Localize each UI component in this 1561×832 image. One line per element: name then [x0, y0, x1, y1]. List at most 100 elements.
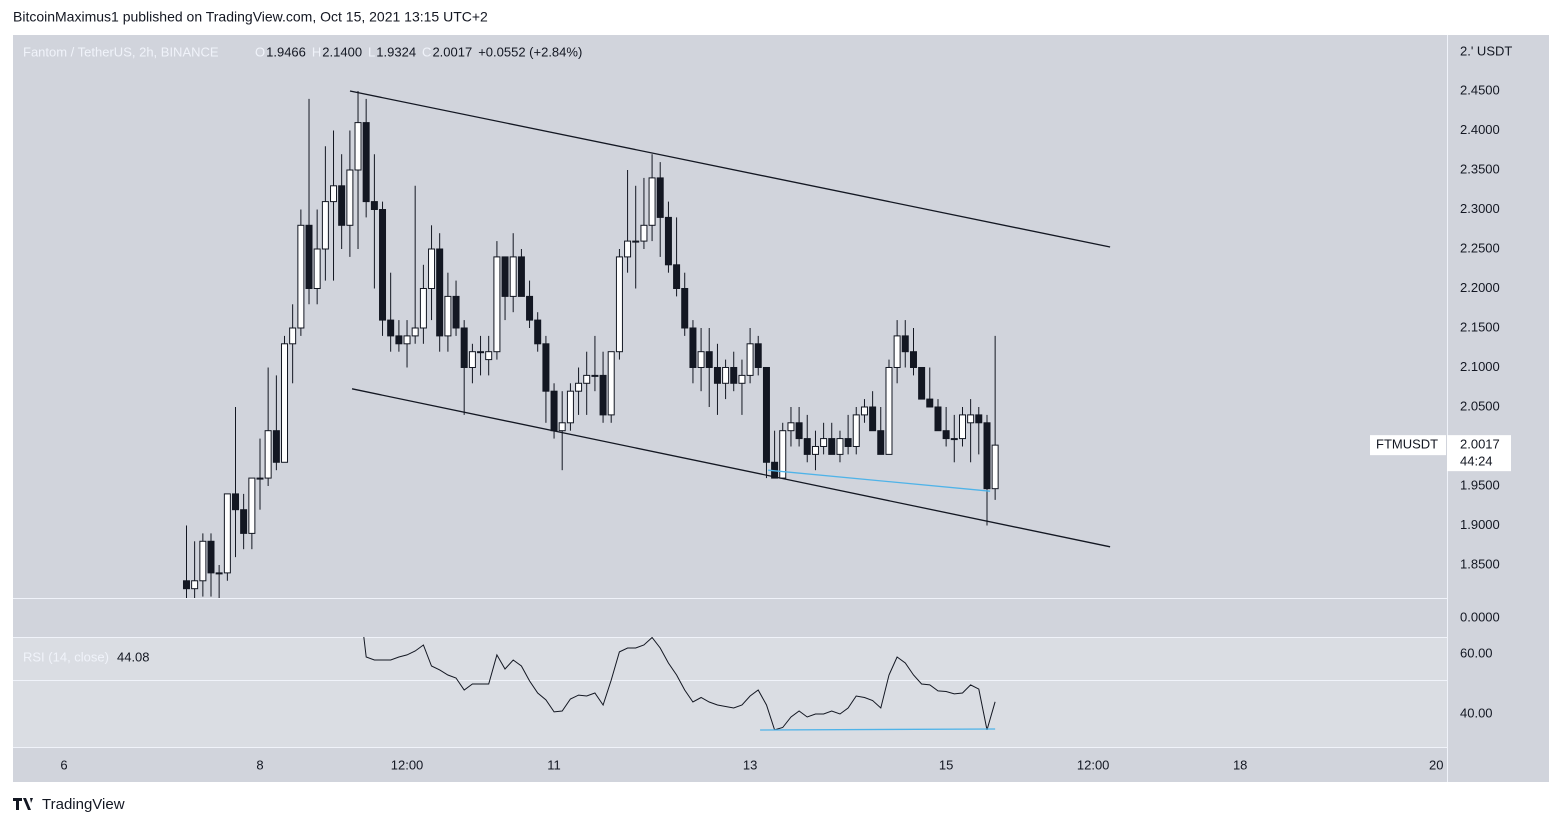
candle-body [403, 335, 411, 345]
candle-body [485, 351, 493, 361]
candle-body [909, 351, 917, 368]
y-tick-label: 1.9000 [1460, 517, 1500, 532]
footer-brand: TradingView [42, 796, 125, 813]
symbol-tag [1370, 435, 1446, 456]
y-tick-label: 2.2000 [1460, 280, 1500, 295]
candle-body [542, 343, 550, 392]
candle-body [379, 209, 387, 321]
candle-body [803, 438, 811, 455]
x-tick-label: 15 [939, 757, 953, 772]
candle-body [526, 295, 534, 321]
legend-value: +0.0552 (+2.84%) [478, 44, 582, 59]
x-tick-label: 12:00 [1077, 757, 1110, 772]
candle-body [656, 177, 664, 218]
x-tick-label: 6 [60, 757, 67, 772]
publish-note: BitcoinMaximus1 published on TradingView… [13, 9, 488, 25]
candle-body [746, 343, 754, 376]
legend-value: O [255, 44, 265, 59]
x-tick-label: 12:00 [391, 757, 424, 772]
y-tick-label: 40.00 [1460, 705, 1493, 720]
symbol-title: Fantom / TetherUS, 2h, BINANCE [23, 44, 219, 59]
x-tick-label: 18 [1233, 757, 1247, 772]
candle-body [828, 438, 836, 455]
candle-body [738, 374, 746, 384]
candle-body [983, 422, 991, 490]
candle-body [640, 224, 648, 242]
candle-body [240, 509, 248, 534]
candle-body [272, 430, 280, 463]
candle-body [419, 287, 427, 329]
candle-body [468, 351, 476, 368]
symbol-tag-text: FTMUSDT [1376, 437, 1438, 452]
candle-body [934, 406, 942, 432]
candle-body [673, 264, 681, 289]
y-tick-label: 2.3000 [1460, 201, 1500, 216]
legend-value: 1.9324 [376, 44, 416, 59]
candle-body [681, 287, 689, 329]
candle-body [599, 374, 607, 416]
trend-line [760, 728, 996, 731]
candle-body [762, 366, 770, 463]
candle-body [436, 248, 444, 337]
y-tick-label: 1.8500 [1460, 556, 1500, 571]
rsi-line [363, 637, 996, 731]
y-tick-label: 2.2500 [1460, 240, 1500, 255]
candle-body [958, 414, 966, 440]
candle-body [664, 216, 672, 266]
price-tag [1447, 435, 1511, 472]
candle-body [705, 351, 713, 368]
trend-line [351, 388, 1111, 548]
rsi-value: 44.08 [117, 649, 150, 664]
candle-body [305, 224, 313, 289]
candle-body [591, 374, 599, 377]
candle-body [477, 351, 485, 354]
candle-body [362, 122, 370, 203]
candle-body [615, 256, 623, 353]
candle-body [697, 351, 705, 368]
candle-body [493, 256, 501, 353]
candle-body [550, 390, 558, 432]
candle-body [191, 580, 199, 590]
y-tick-label: 2.4500 [1460, 82, 1500, 97]
rsi-pane [13, 637, 1447, 747]
candle-body [248, 477, 256, 534]
candle-body [975, 414, 983, 424]
candle-body [330, 185, 338, 203]
candle-body [313, 248, 321, 289]
candle-body [411, 327, 419, 337]
candle-body [223, 493, 231, 574]
y-tick-label: 1.9500 [1460, 477, 1500, 492]
candle-body [836, 438, 844, 455]
x-tick-label: 13 [743, 757, 757, 772]
candle-body [795, 422, 803, 440]
rsi-plot [363, 637, 996, 731]
candle-body [452, 295, 460, 329]
candle-body [509, 256, 517, 297]
candle-body [444, 295, 452, 337]
candle-body [852, 414, 860, 447]
candle-body [517, 256, 525, 297]
candle-body [558, 422, 566, 432]
candle-body [967, 414, 975, 424]
candle-body [918, 366, 926, 400]
overlay: 6 8 12:00 11 13 15 12:00 18 20 1.8500 1.9000 1.9500… [23, 43, 1512, 772]
candle-body [338, 185, 346, 226]
candle-body [264, 430, 272, 479]
legend-value: 1.9466 [266, 44, 306, 59]
candle-body [534, 319, 542, 345]
candle-body [877, 430, 885, 455]
candle-body [624, 240, 632, 258]
candle-body [182, 580, 190, 590]
price-tag-countdown: 44:24 [1460, 454, 1493, 469]
candle-body [787, 422, 795, 432]
candle-body [354, 122, 362, 171]
candle-body [689, 327, 697, 368]
price-pane [182, 90, 1111, 598]
candle-body [199, 540, 207, 582]
candle-body [289, 327, 297, 345]
candle-body [926, 398, 934, 408]
candle-body [942, 430, 950, 440]
candle-body [346, 169, 354, 226]
price-tag-value: 2.0017 [1460, 437, 1500, 452]
